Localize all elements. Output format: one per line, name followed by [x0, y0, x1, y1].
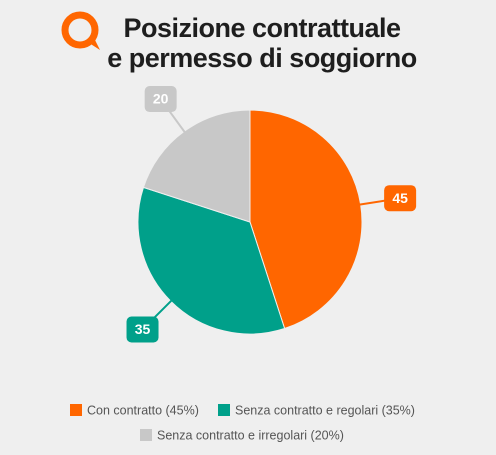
data-label: 35: [135, 321, 151, 337]
data-label: 20: [153, 91, 169, 107]
legend-swatch: [70, 404, 82, 416]
legend-label: Senza contratto e regolari (35%): [235, 403, 415, 417]
logo-icon: [61, 11, 100, 50]
legend-label: Senza contratto e irregolari (20%): [157, 428, 344, 442]
data-label-box: [126, 316, 159, 343]
chart-title: Posizione contrattuale: [123, 13, 401, 43]
chart-title: e permesso di soggiorno: [107, 43, 417, 73]
legend-swatch: [140, 429, 152, 441]
legend-swatch: [218, 404, 230, 416]
data-label-box: [384, 185, 417, 212]
data-label: 45: [392, 190, 408, 206]
data-label-box: [144, 86, 177, 113]
legend-label: Con contratto (45%): [87, 403, 199, 417]
